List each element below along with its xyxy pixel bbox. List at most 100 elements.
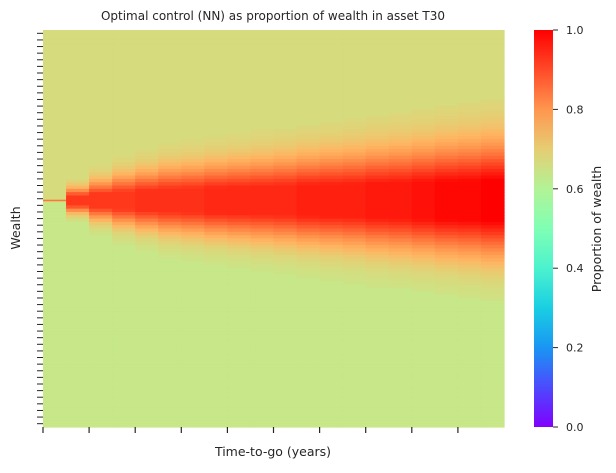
heatmap-cell [89,364,113,369]
heatmap-cell [342,314,367,319]
heatmap-cell [135,221,159,226]
heatmap-cell [250,383,275,388]
heatmap-cell [43,317,67,322]
heatmap-cell [480,56,505,61]
heatmap-cell [43,33,67,38]
heatmap-cell [158,69,182,74]
heatmap-cell [204,202,228,206]
heatmap-cell [319,383,344,388]
heatmap-cell [181,168,205,173]
heatmap-cell [66,288,90,292]
heatmap-cell [89,33,113,38]
heatmap-cell [66,301,90,306]
heatmap-cell [135,208,159,213]
heatmap-cell [66,172,90,177]
heatmap-cell [135,215,159,220]
heatmap-cell [296,109,321,114]
heatmap-cell [388,135,413,140]
heatmap-cell [319,76,344,81]
heatmap-cell [158,182,182,187]
heatmap-cell [480,268,505,273]
heatmap-cell [273,383,298,388]
heatmap-cell [319,221,344,226]
heatmap-cell [89,301,113,306]
heatmap-cell [66,284,90,289]
heatmap-cell [112,327,136,332]
heatmap-cell [411,33,436,38]
heatmap-cell [227,185,252,190]
heatmap-cell [227,112,252,117]
heatmap-cell [227,331,252,335]
heatmap-cell [135,228,159,233]
heatmap-cell [112,387,136,392]
heatmap-cell [457,202,482,206]
heatmap-cell [273,192,298,197]
heatmap-cell [273,301,298,306]
heatmap-cell [480,43,505,48]
heatmap-cell [296,76,321,81]
heatmap-cell [227,387,252,392]
heatmap-cell [112,225,136,230]
heatmap-cell [158,231,182,236]
heatmap-cell [342,69,367,74]
heatmap-cell [411,159,436,163]
heatmap-cell [181,284,205,289]
heatmap-cell [457,397,482,402]
heatmap-cell [250,317,275,322]
heatmap-cell [158,271,182,276]
heatmap-cell [457,367,482,372]
heatmap-cell [135,271,159,276]
heatmap-cell [43,218,67,223]
heatmap-cell [66,106,90,110]
heatmap-cell [181,165,205,170]
heatmap-cell [388,182,413,187]
heatmap-cell [181,340,205,345]
heatmap-cell [434,357,459,362]
heatmap-cell [434,301,459,306]
heatmap-cell [135,397,159,402]
heatmap-cell [250,69,275,74]
heatmap-cell [273,106,298,110]
heatmap-cell [158,284,182,289]
heatmap-cell [480,195,505,200]
heatmap-cell [227,245,252,249]
heatmap-cell [66,30,90,34]
heatmap-cell [158,155,182,160]
heatmap-cell [158,106,182,110]
heatmap-cell [273,185,298,190]
heatmap-cell [457,268,482,273]
heatmap-cell [480,92,505,97]
heatmap-cell [411,350,436,355]
heatmap-cell [480,175,505,180]
heatmap-cell [388,390,413,395]
heatmap-cell [250,208,275,213]
heatmap-cell [296,407,321,412]
heatmap-cell [296,102,321,107]
heatmap-cell [434,211,459,216]
heatmap-cell [204,112,228,117]
heatmap-cell [434,317,459,322]
heatmap-cell [296,387,321,392]
heatmap-cell [434,364,459,369]
heatmap-cell [66,377,90,382]
heatmap-cell [411,274,436,279]
heatmap-cell [457,311,482,316]
heatmap-cell [112,63,136,67]
heatmap-cell [89,122,113,127]
heatmap-cell [273,168,298,173]
heatmap-cell [480,304,505,309]
heatmap-cell [250,46,275,51]
heatmap-cell [158,251,182,256]
heatmap-cell [181,420,205,425]
heatmap-cell [319,400,344,405]
heatmap-cell [181,185,205,190]
heatmap-cell [181,109,205,114]
heatmap-cell [181,413,205,418]
heatmap-cell [43,278,67,283]
heatmap-cell [457,112,482,117]
heatmap-cell [135,370,159,375]
heatmap-cell [411,135,436,140]
heatmap-cell [112,274,136,279]
heatmap-cell [158,423,182,428]
heatmap-cell [365,390,390,395]
